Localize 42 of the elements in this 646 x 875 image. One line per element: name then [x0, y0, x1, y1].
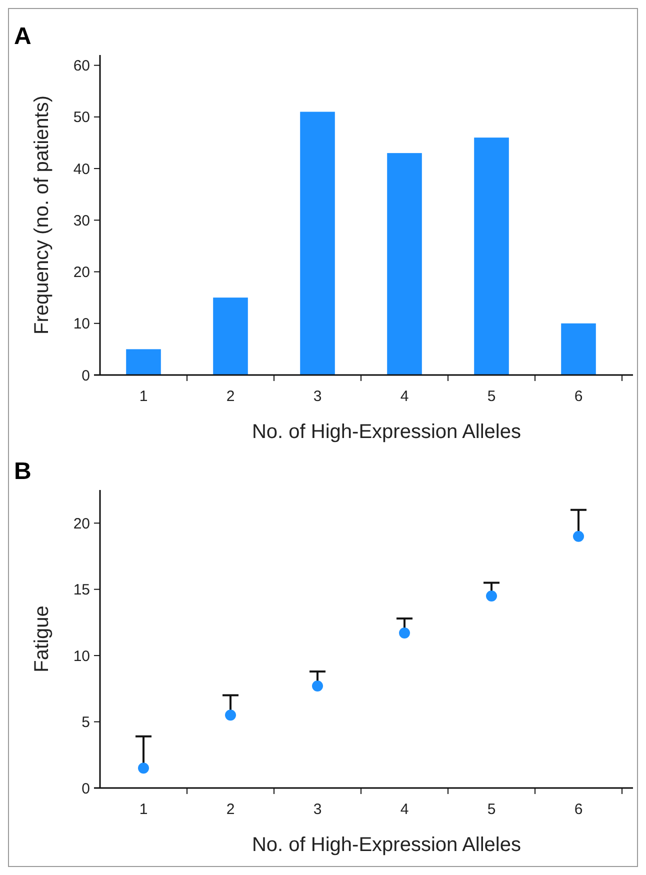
- bar: [213, 298, 248, 375]
- bar: [300, 112, 335, 375]
- y-axis-title: Frequency (no. of patients): [31, 95, 53, 335]
- y-tick-label: 0: [82, 780, 90, 798]
- point: [138, 762, 149, 774]
- y-tick-label: 5: [82, 714, 90, 732]
- x-tick-label: 6: [574, 801, 583, 818]
- y-tick-label: 20: [73, 264, 90, 282]
- point: [399, 628, 410, 639]
- x-tick-label: 5: [487, 388, 496, 405]
- point: [312, 680, 323, 692]
- bar: [387, 153, 422, 375]
- y-tick-label: 40: [73, 160, 90, 178]
- x-tick-label: 3: [313, 388, 322, 405]
- x-tick-label: 3: [313, 801, 322, 818]
- x-tick-label: 5: [487, 801, 496, 818]
- chart-title: B: [14, 458, 32, 485]
- point: [573, 530, 584, 542]
- x-tick-label: 4: [400, 388, 409, 405]
- x-tick-label: 1: [139, 801, 148, 818]
- point: [225, 710, 236, 721]
- y-tick-label: 20: [73, 515, 90, 532]
- y-tick-label: 10: [73, 316, 90, 333]
- y-tick-label: 60: [73, 58, 90, 75]
- bar: [561, 323, 596, 375]
- x-tick-label: 1: [139, 388, 148, 405]
- x-tick-label: 4: [400, 801, 409, 818]
- y-tick-label: 10: [73, 648, 90, 665]
- y-tick-label: 50: [73, 109, 90, 126]
- x-axis-title: No. of High-Expression Alleles: [252, 421, 522, 443]
- point: [486, 590, 497, 602]
- bar: [126, 349, 161, 375]
- y-tick-label: 30: [73, 212, 90, 230]
- x-axis-title: No. of High-Expression Alleles: [252, 834, 522, 856]
- y-tick-label: 0: [82, 367, 90, 384]
- x-tick-label: 2: [226, 388, 235, 405]
- x-tick-label: 2: [226, 801, 235, 818]
- y-axis-title: Fatigue: [31, 606, 53, 672]
- bar: [474, 138, 509, 375]
- y-tick-label: 15: [73, 582, 90, 599]
- x-tick-label: 6: [574, 388, 583, 405]
- chart-title: A: [14, 23, 32, 50]
